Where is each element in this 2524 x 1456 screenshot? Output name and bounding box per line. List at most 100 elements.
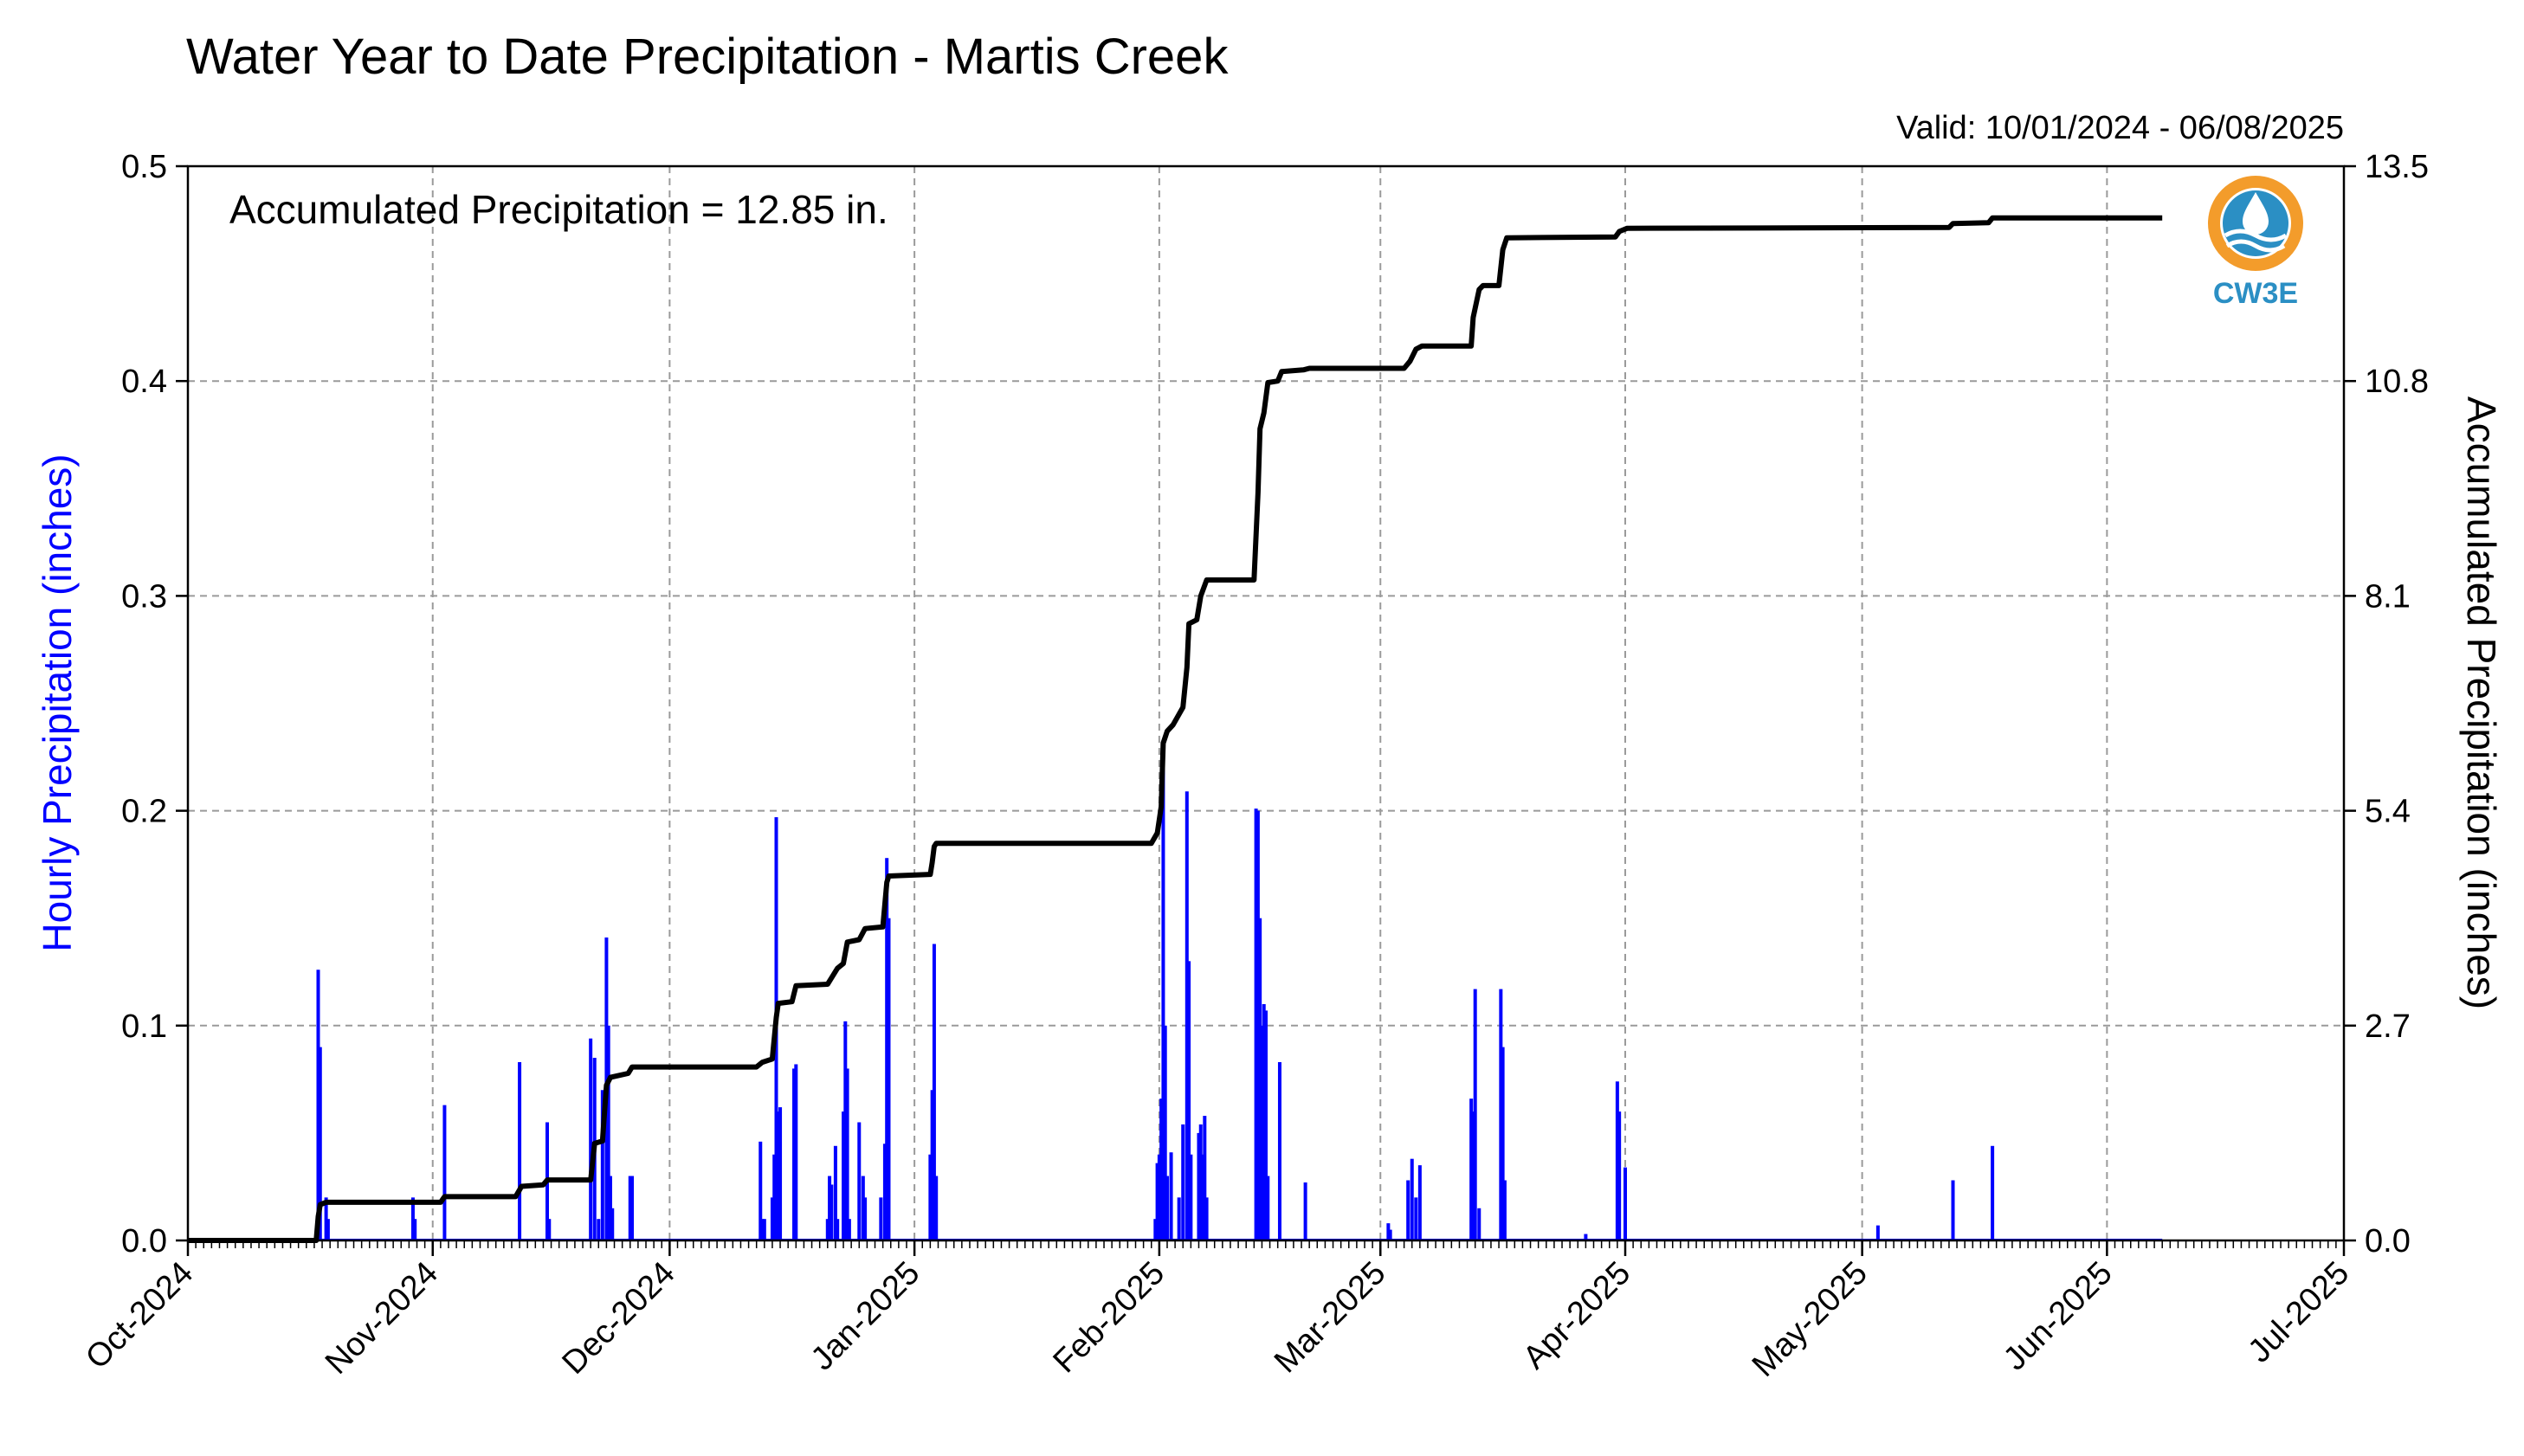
hourly-bar xyxy=(932,944,936,1240)
y-tick-label: 0.2 xyxy=(121,794,167,830)
hourly-bar xyxy=(842,1111,846,1240)
hourly-bar xyxy=(1203,1116,1207,1240)
hourly-bar xyxy=(1256,810,1260,1240)
hourly-bar xyxy=(597,1219,601,1240)
hourly-bar xyxy=(1258,918,1262,1240)
hourly-bars xyxy=(188,746,2163,1240)
hourly-bar xyxy=(1165,1176,1169,1240)
hourly-bar xyxy=(1951,1180,1955,1240)
hourly-bar xyxy=(1264,1010,1268,1240)
hourly-bar xyxy=(1499,989,1503,1240)
hourly-bar xyxy=(326,1219,330,1240)
hourly-bar xyxy=(934,1176,939,1240)
y-tick-label: 0.1 xyxy=(121,1008,167,1045)
hourly-bar xyxy=(630,1176,635,1240)
y2-axis-label: Accumulated Precipitation (inches) xyxy=(2459,396,2504,1009)
hourly-bar xyxy=(518,1061,522,1240)
hourly-bar xyxy=(825,1219,829,1240)
accumulated-series-line xyxy=(188,215,2163,1243)
hourly-bar xyxy=(770,1197,774,1240)
hourly-bar xyxy=(410,1197,415,1240)
y2-tick-label: 8.1 xyxy=(2365,578,2411,615)
hourly-bar xyxy=(836,1219,840,1240)
hourly-bar xyxy=(1875,1225,1880,1240)
hourly-bar xyxy=(1991,1145,1995,1240)
hourly-bar xyxy=(861,1176,865,1240)
hourly-bar xyxy=(1260,1025,1264,1240)
hourly-bar xyxy=(1163,1025,1167,1240)
x-tick-label: Dec-2024 xyxy=(556,1255,682,1382)
x-tick-label: Mar-2025 xyxy=(1268,1255,1393,1381)
hourly-bar xyxy=(1262,1003,1266,1240)
hourly-bar xyxy=(608,1176,612,1240)
droplet-icon xyxy=(2243,192,2269,235)
hourly-bar xyxy=(792,1068,797,1240)
hourly-bar xyxy=(882,1144,887,1240)
hourly-bar xyxy=(1266,1176,1270,1240)
accumulated-line xyxy=(188,215,2163,1243)
hourly-bar xyxy=(324,1197,328,1240)
hourly-bar xyxy=(794,1064,798,1240)
chart-title: Water Year to Date Precipitation - Marti… xyxy=(186,29,1229,85)
hourly-bar xyxy=(1198,1124,1203,1240)
hourly-bar xyxy=(1406,1180,1410,1240)
hourly-bar xyxy=(758,1141,763,1240)
hourly-bar xyxy=(778,1107,783,1240)
hourly-bar xyxy=(772,1154,777,1240)
hourly-bar xyxy=(442,1105,447,1240)
logo-ring xyxy=(2208,176,2303,271)
x-tick-label: Jan-2025 xyxy=(804,1255,927,1378)
hourly-bar xyxy=(316,970,320,1240)
x-tick-label: Nov-2024 xyxy=(319,1255,445,1382)
hourly-bar xyxy=(1410,1158,1414,1240)
x-tick-label: May-2025 xyxy=(1746,1255,1875,1384)
hourly-bar xyxy=(1417,1165,1422,1240)
grid-lines xyxy=(188,166,2344,1240)
x-tick-label: Feb-2025 xyxy=(1047,1255,1172,1381)
hourly-bar xyxy=(1502,1180,1507,1240)
logo-text: CW3E xyxy=(2213,277,2298,310)
hourly-bar xyxy=(1177,1197,1181,1240)
x-tick-label: Jul-2025 xyxy=(2242,1255,2357,1370)
plot-frame xyxy=(186,164,2346,1242)
hourly-bar xyxy=(1469,1098,1474,1240)
hourly-bar xyxy=(1303,1182,1307,1240)
x-tick-label: Oct-2024 xyxy=(79,1255,200,1376)
hourly-bar xyxy=(1189,1154,1193,1240)
y2-tick-label: 2.7 xyxy=(2365,1008,2411,1045)
hourly-bar xyxy=(1153,1219,1158,1240)
hourly-bar xyxy=(1414,1197,1418,1240)
y-tick-label: 0.4 xyxy=(121,364,167,400)
hourly-bar xyxy=(829,1184,834,1240)
hourly-bar xyxy=(847,1219,851,1240)
hourly-bar xyxy=(610,1208,615,1240)
wave-icon xyxy=(2225,239,2286,253)
hourly-bar xyxy=(1201,1154,1205,1240)
hourly-bar xyxy=(1181,1124,1185,1240)
hourly-bar xyxy=(600,1090,604,1240)
cw3e-logo: CW3E xyxy=(2208,176,2303,310)
hourly-bar xyxy=(606,1025,610,1240)
hourly-bar xyxy=(1477,1208,1481,1240)
hourly-bar xyxy=(547,1219,552,1240)
hourly-bar xyxy=(1185,791,1189,1240)
y2-tick-label: 13.5 xyxy=(2365,149,2429,185)
hourly-bar xyxy=(1197,1132,1201,1240)
hourly-bar xyxy=(413,1219,417,1240)
x-tick-label: Apr-2025 xyxy=(1516,1255,1637,1376)
hourly-bar xyxy=(1204,1197,1209,1240)
hourly-bar xyxy=(589,1038,593,1240)
hourly-bar xyxy=(845,1068,849,1240)
hourly-bar xyxy=(828,1176,832,1240)
y2-tick-label: 0.0 xyxy=(2365,1223,2411,1260)
y-tick-label: 0.0 xyxy=(121,1223,167,1260)
hourly-bar xyxy=(1615,1081,1619,1240)
accumulated-annotation: Accumulated Precipitation = 12.85 in. xyxy=(229,187,888,232)
hourly-bar xyxy=(318,1047,322,1240)
axis-ticks: 0.0 0.1 0.2 0.3 0.4 0.5 0.0 2.7 5.4 8.1 10.8 13.5 Oc… xyxy=(79,149,2429,1384)
hourly-bar xyxy=(1617,1111,1622,1240)
hourly-bar xyxy=(879,1197,883,1240)
hourly-bar xyxy=(1169,1152,1173,1240)
y-tick-label: 0.3 xyxy=(121,578,167,615)
